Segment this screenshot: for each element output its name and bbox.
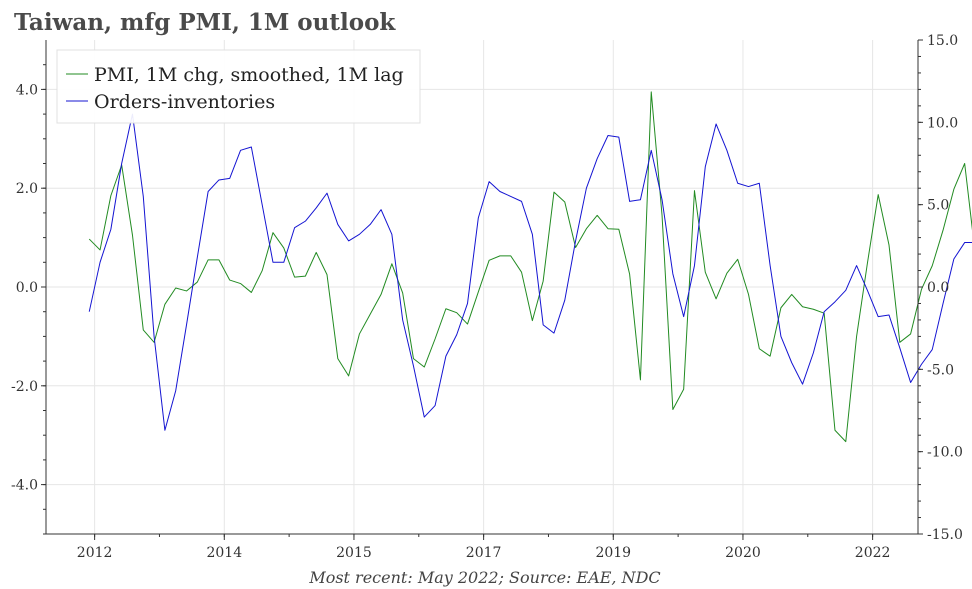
series-line-orders-inventories bbox=[88, 113, 972, 431]
chart-footer: Most recent: May 2022; Source: EAE, NDC bbox=[308, 568, 660, 587]
left-tick-label: 4.0 bbox=[16, 82, 38, 98]
right-tick-label: -15.0 bbox=[927, 527, 963, 543]
right-tick-label: 0.0 bbox=[927, 280, 949, 296]
right-tick-label: -10.0 bbox=[927, 445, 963, 461]
x-tick-label: 2017 bbox=[466, 545, 502, 561]
x-tick-label: 2022 bbox=[855, 545, 891, 561]
x-tick-label: 2020 bbox=[725, 545, 761, 561]
right-tick-label: -5.0 bbox=[927, 362, 954, 378]
left-tick-label: -4.0 bbox=[11, 478, 38, 494]
right-axis-ticks: 15.0 10.0 5.0 0.0 -5.0 -10.0 -15.0 bbox=[918, 33, 963, 543]
legend: PMI, 1M chg, smoothed, 1M lag Orders-inv… bbox=[56, 49, 421, 124]
right-tick-label: 5.0 bbox=[927, 198, 949, 214]
series-line-pmi bbox=[88, 91, 972, 443]
chart-title: Taiwan, mfg PMI, 1M outlook bbox=[14, 9, 396, 36]
right-tick-label: 15.0 bbox=[927, 33, 958, 49]
left-tick-label: 0.0 bbox=[16, 280, 38, 296]
left-axis-ticks: 4.0 2.0 0.0 -2.0 -4.0 bbox=[11, 64, 46, 535]
x-tick-label: 2014 bbox=[206, 545, 242, 561]
legend-label-orders-inventories: Orders-inventories bbox=[94, 91, 275, 113]
left-tick-label: 2.0 bbox=[16, 181, 38, 197]
legend-label-pmi: PMI, 1M chg, smoothed, 1M lag bbox=[94, 64, 404, 86]
x-axis-ticks: 2012 2014 2015 2017 2019 2020 2022 bbox=[77, 534, 891, 561]
right-tick-label: 10.0 bbox=[927, 115, 958, 131]
legend-box bbox=[56, 49, 421, 124]
x-tick-label: 2012 bbox=[77, 545, 113, 561]
left-tick-label: -2.0 bbox=[11, 379, 38, 395]
series-layer bbox=[88, 91, 972, 443]
x-tick-label: 2015 bbox=[336, 545, 372, 561]
x-tick-label: 2019 bbox=[595, 545, 631, 561]
